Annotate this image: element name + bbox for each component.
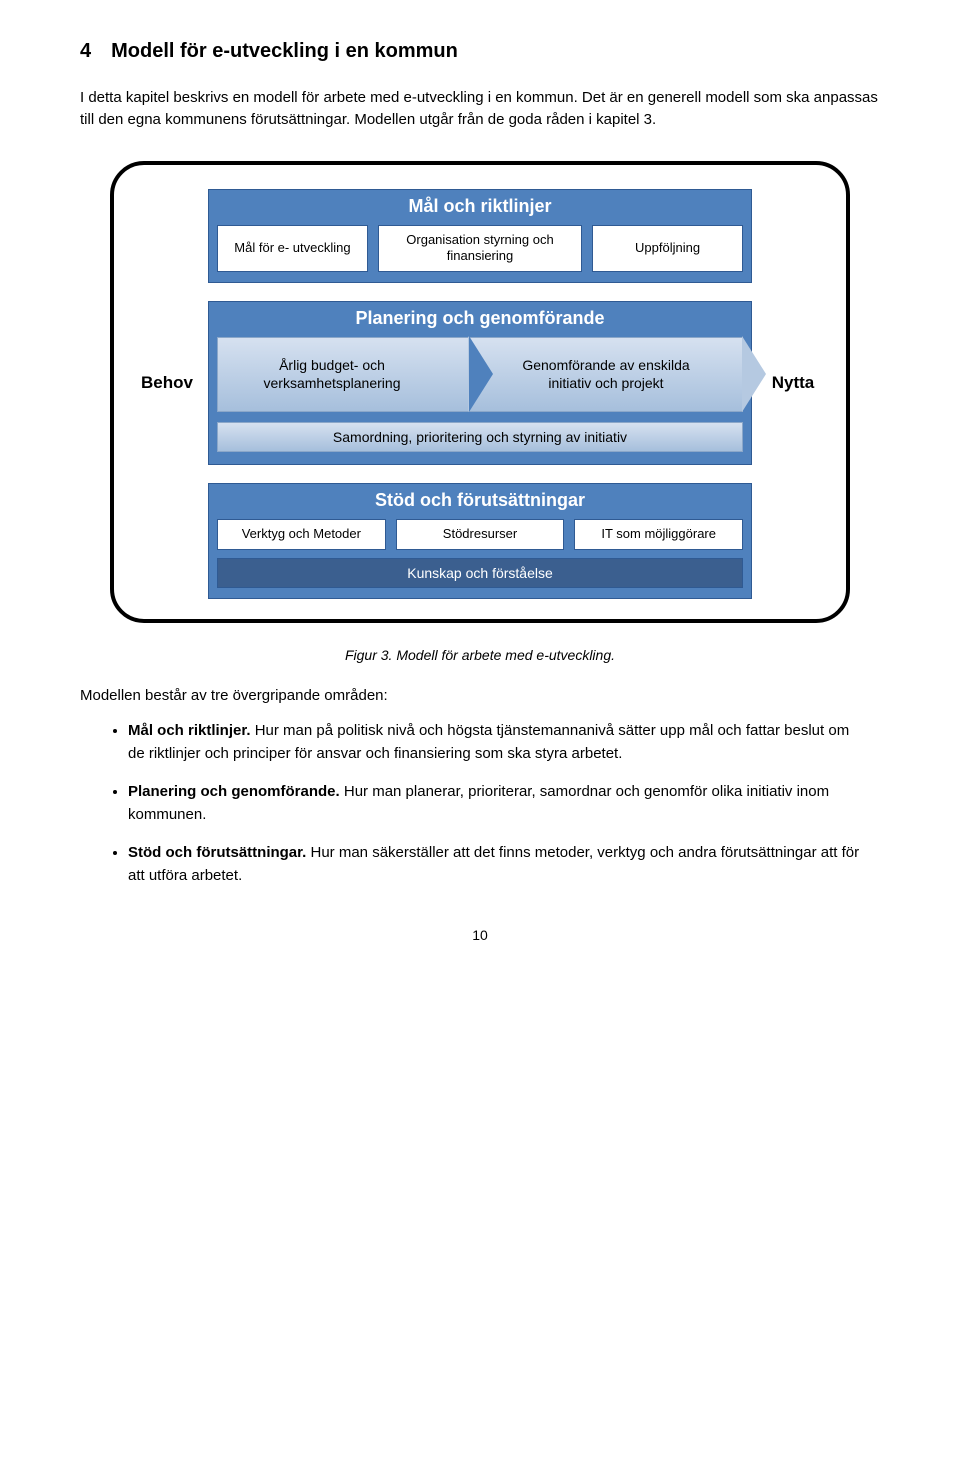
panel-goals-title: Mål och riktlinjer xyxy=(217,196,743,217)
bullet-list: Mål och riktlinjer. Hur man på politisk … xyxy=(80,720,880,887)
goals-box-1: Mål för e- utveckling xyxy=(217,225,368,273)
panel-goals: Mål och riktlinjer Mål för e- utveckling… xyxy=(208,189,752,284)
support-box-3: IT som möjliggörare xyxy=(574,519,743,550)
bullet-lead: Mål och riktlinjer. xyxy=(128,722,251,739)
after-caption-paragraph: Modellen består av tre övergripande områ… xyxy=(80,685,880,707)
list-item: Planering och genomförande. Hur man plan… xyxy=(128,781,880,826)
planning-arrow-1: Årlig budget- och verksamhetsplanering xyxy=(217,337,469,411)
goals-box-3: Uppföljning xyxy=(592,225,743,273)
intro-paragraph: I detta kapitel beskrivs en modell för a… xyxy=(80,87,880,131)
support-dark-strip: Kunskap och förståelse xyxy=(217,558,743,588)
panel-support-title: Stöd och förutsättningar xyxy=(217,490,743,511)
bullet-lead: Stöd och förutsättningar. xyxy=(128,844,306,861)
page-number: 10 xyxy=(80,927,880,943)
support-box-2: Stödresurser xyxy=(396,519,565,550)
planning-arrow-2: Genomförande av enskilda initiativ och p… xyxy=(469,337,743,411)
figure-caption: Figur 3. Modell för arbete med e-utveckl… xyxy=(80,647,880,663)
goals-box-2: Organisation styrning och finansiering xyxy=(378,225,582,273)
section-number: 4 xyxy=(80,40,91,62)
list-item: Stöd och förutsättningar. Hur man säkers… xyxy=(128,842,880,887)
section-title: Modell för e-utveckling i en kommun xyxy=(111,40,458,62)
panel-planning-title: Planering och genomförande xyxy=(217,308,743,329)
bullet-lead: Planering och genomförande. xyxy=(128,783,340,800)
right-label: Nytta xyxy=(758,373,828,393)
support-box-1: Verktyg och Metoder xyxy=(217,519,386,550)
section-heading: 4 Modell för e-utveckling i en kommun xyxy=(80,40,880,63)
panel-planning: Planering och genomförande Årlig budget-… xyxy=(208,301,752,464)
list-item: Mål och riktlinjer. Hur man på politisk … xyxy=(128,720,880,765)
model-diagram: Mål och riktlinjer Mål för e- utveckling… xyxy=(110,161,850,623)
planning-strip: Samordning, prioritering och styrning av… xyxy=(217,422,743,452)
left-label: Behov xyxy=(132,373,202,393)
panel-support: Stöd och förutsättningar Verktyg och Met… xyxy=(208,483,752,599)
